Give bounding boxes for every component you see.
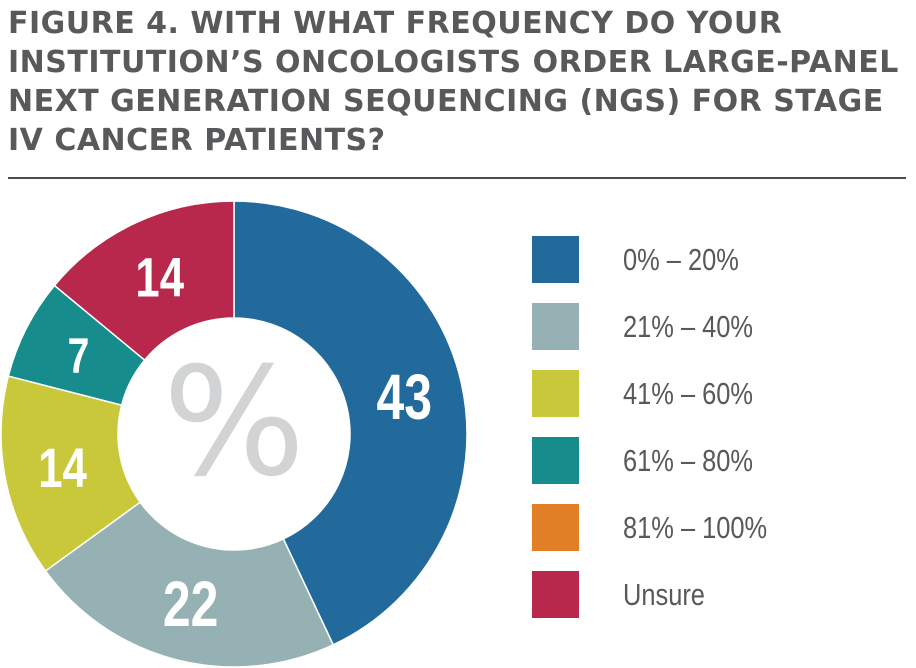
slice-6 bbox=[53, 200, 235, 362]
slice-2 bbox=[44, 501, 335, 668]
legend-label: 61% – 80% bbox=[623, 442, 754, 478]
legend-swatch bbox=[532, 236, 579, 283]
slice-3 bbox=[0, 375, 142, 573]
legend-label: Unsure bbox=[623, 576, 705, 612]
legend-item-6: Unsure bbox=[532, 571, 912, 618]
donut-slices bbox=[0, 200, 468, 668]
legend-label: 81% – 100% bbox=[623, 509, 768, 545]
legend-item-2: 21% – 40% bbox=[532, 303, 912, 350]
legend-label: 0% – 20% bbox=[623, 241, 739, 277]
legend-label: 41% – 60% bbox=[623, 375, 754, 411]
legend-swatch bbox=[532, 370, 579, 417]
slice-1 bbox=[233, 200, 468, 646]
legend-swatch bbox=[532, 303, 579, 350]
slice-label-4: 7 bbox=[68, 327, 90, 384]
legend-swatch bbox=[532, 571, 579, 618]
chart-title: FIGURE 4. WITH WHAT FREQUENCY DO YOUR IN… bbox=[8, 6, 899, 158]
slice-label-1: 43 bbox=[377, 362, 433, 433]
slice-label-2: 22 bbox=[163, 569, 219, 640]
legend-item-5: 81% – 100% bbox=[532, 504, 912, 551]
title-divider bbox=[8, 177, 906, 179]
legend-item-4: 61% – 80% bbox=[532, 437, 912, 484]
slice-label-3: 14 bbox=[38, 437, 87, 499]
slice-label-6: 14 bbox=[135, 246, 184, 308]
legend: 0% – 20% 21% – 40% 41% – 60% 61% – 80% 81% –… bbox=[532, 236, 912, 638]
donut-slice-labels: 43 22 14 7 14 bbox=[38, 246, 432, 640]
legend-label: 21% – 40% bbox=[623, 308, 754, 344]
legend-item-3: 41% – 60% bbox=[532, 370, 912, 417]
percent-symbol: % bbox=[163, 336, 306, 510]
legend-swatch bbox=[532, 504, 579, 551]
legend-item-1: 0% – 20% bbox=[532, 236, 912, 283]
legend-swatch bbox=[532, 437, 579, 484]
